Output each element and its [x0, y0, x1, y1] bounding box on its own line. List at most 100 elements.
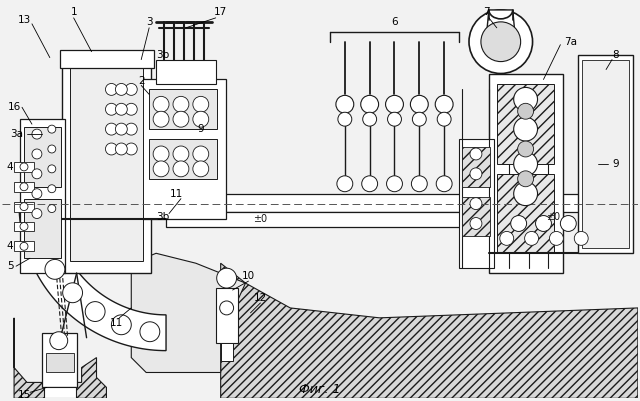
Circle shape	[32, 189, 42, 198]
Circle shape	[525, 231, 538, 245]
Circle shape	[514, 87, 538, 111]
Text: 13: 13	[17, 15, 31, 25]
Circle shape	[470, 168, 482, 180]
Text: Фиг. 1: Фиг. 1	[300, 383, 340, 396]
Bar	[579, 55, 633, 253]
Text: 3: 3	[146, 17, 152, 27]
Text: 9: 9	[612, 159, 620, 169]
Bar	[156, 60, 216, 85]
Circle shape	[387, 176, 403, 192]
Bar	[14, 221, 34, 231]
Circle shape	[125, 143, 137, 155]
Circle shape	[412, 112, 426, 126]
Text: 2: 2	[138, 77, 145, 87]
Circle shape	[193, 146, 209, 162]
Circle shape	[106, 83, 117, 95]
Circle shape	[140, 322, 160, 342]
Text: 7: 7	[484, 7, 490, 17]
Text: 17: 17	[214, 7, 227, 17]
Circle shape	[32, 129, 42, 139]
Text: 1: 1	[70, 7, 77, 17]
Bar	[20, 119, 65, 273]
Circle shape	[28, 204, 47, 224]
Circle shape	[550, 231, 563, 245]
Circle shape	[437, 112, 451, 126]
Circle shape	[20, 163, 28, 171]
Circle shape	[514, 152, 538, 176]
Text: ±0: ±0	[253, 213, 268, 223]
Circle shape	[45, 259, 65, 279]
Circle shape	[153, 146, 169, 162]
Bar	[14, 241, 34, 251]
Circle shape	[514, 117, 538, 141]
Circle shape	[20, 203, 28, 211]
Circle shape	[20, 183, 28, 191]
Circle shape	[363, 112, 376, 126]
Circle shape	[470, 148, 482, 160]
Circle shape	[115, 143, 127, 155]
Text: 6: 6	[391, 17, 398, 27]
Bar	[462, 147, 490, 187]
Circle shape	[48, 205, 56, 213]
Text: 12: 12	[254, 293, 267, 303]
Circle shape	[48, 125, 56, 133]
Bar	[24, 127, 61, 187]
Text: 4: 4	[7, 241, 13, 251]
Bar	[497, 174, 554, 253]
Circle shape	[193, 161, 209, 177]
Bar	[166, 212, 563, 227]
Polygon shape	[131, 253, 246, 373]
Polygon shape	[221, 263, 638, 398]
Circle shape	[217, 268, 237, 288]
Circle shape	[125, 83, 137, 95]
Text: 5: 5	[7, 261, 13, 271]
Circle shape	[48, 145, 56, 153]
Circle shape	[410, 95, 428, 113]
Bar	[497, 85, 554, 164]
Circle shape	[412, 176, 428, 192]
Circle shape	[361, 95, 379, 113]
Circle shape	[561, 216, 576, 231]
Circle shape	[173, 96, 189, 112]
Text: 11: 11	[170, 189, 182, 198]
Circle shape	[385, 95, 403, 113]
Bar	[221, 343, 232, 360]
Circle shape	[173, 111, 189, 127]
Circle shape	[338, 112, 352, 126]
Bar	[42, 333, 77, 387]
Polygon shape	[19, 204, 166, 350]
Circle shape	[32, 149, 42, 159]
Circle shape	[435, 95, 453, 113]
Circle shape	[63, 283, 83, 303]
Circle shape	[514, 182, 538, 206]
Bar	[14, 202, 34, 212]
Text: 4: 4	[7, 162, 13, 172]
Circle shape	[470, 198, 482, 210]
Circle shape	[153, 96, 169, 112]
Circle shape	[106, 103, 117, 115]
Bar	[216, 288, 237, 343]
Circle shape	[115, 83, 127, 95]
Circle shape	[50, 332, 68, 350]
Bar	[166, 194, 628, 212]
Polygon shape	[485, 10, 516, 52]
Bar	[14, 162, 34, 172]
Circle shape	[536, 216, 552, 231]
Circle shape	[125, 123, 137, 135]
Circle shape	[518, 141, 534, 157]
Text: 3b: 3b	[156, 50, 170, 60]
Circle shape	[106, 123, 117, 135]
Circle shape	[48, 165, 56, 173]
Circle shape	[470, 217, 482, 229]
Circle shape	[362, 176, 378, 192]
Bar	[149, 139, 217, 179]
Bar	[46, 352, 74, 373]
Circle shape	[336, 95, 354, 113]
Circle shape	[173, 161, 189, 177]
Circle shape	[193, 111, 209, 127]
Circle shape	[481, 22, 521, 62]
Bar	[44, 387, 76, 398]
Circle shape	[511, 216, 527, 231]
Circle shape	[115, 123, 127, 135]
Bar	[14, 182, 34, 192]
